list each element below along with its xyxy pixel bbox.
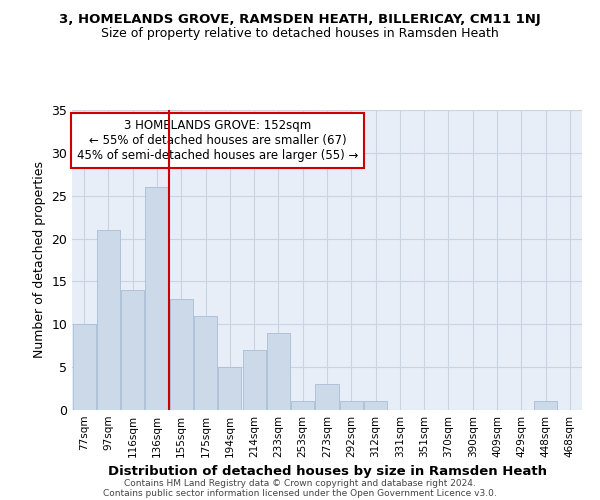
Bar — [267, 333, 290, 410]
Bar — [340, 402, 363, 410]
Bar — [170, 298, 193, 410]
Bar — [97, 230, 120, 410]
Bar — [145, 187, 169, 410]
Bar — [121, 290, 144, 410]
Text: Size of property relative to detached houses in Ramsden Heath: Size of property relative to detached ho… — [101, 28, 499, 40]
Text: Contains public sector information licensed under the Open Government Licence v3: Contains public sector information licen… — [103, 488, 497, 498]
Bar — [316, 384, 338, 410]
Text: Contains HM Land Registry data © Crown copyright and database right 2024.: Contains HM Land Registry data © Crown c… — [124, 478, 476, 488]
Text: 3, HOMELANDS GROVE, RAMSDEN HEATH, BILLERICAY, CM11 1NJ: 3, HOMELANDS GROVE, RAMSDEN HEATH, BILLE… — [59, 12, 541, 26]
Y-axis label: Number of detached properties: Number of detached properties — [33, 162, 46, 358]
Bar — [534, 402, 557, 410]
Bar — [218, 367, 241, 410]
Bar — [291, 402, 314, 410]
Bar — [242, 350, 266, 410]
X-axis label: Distribution of detached houses by size in Ramsden Heath: Distribution of detached houses by size … — [107, 466, 547, 478]
Text: 3 HOMELANDS GROVE: 152sqm
← 55% of detached houses are smaller (67)
45% of semi-: 3 HOMELANDS GROVE: 152sqm ← 55% of detac… — [77, 119, 358, 162]
Bar — [364, 402, 387, 410]
Bar — [194, 316, 217, 410]
Bar — [73, 324, 95, 410]
